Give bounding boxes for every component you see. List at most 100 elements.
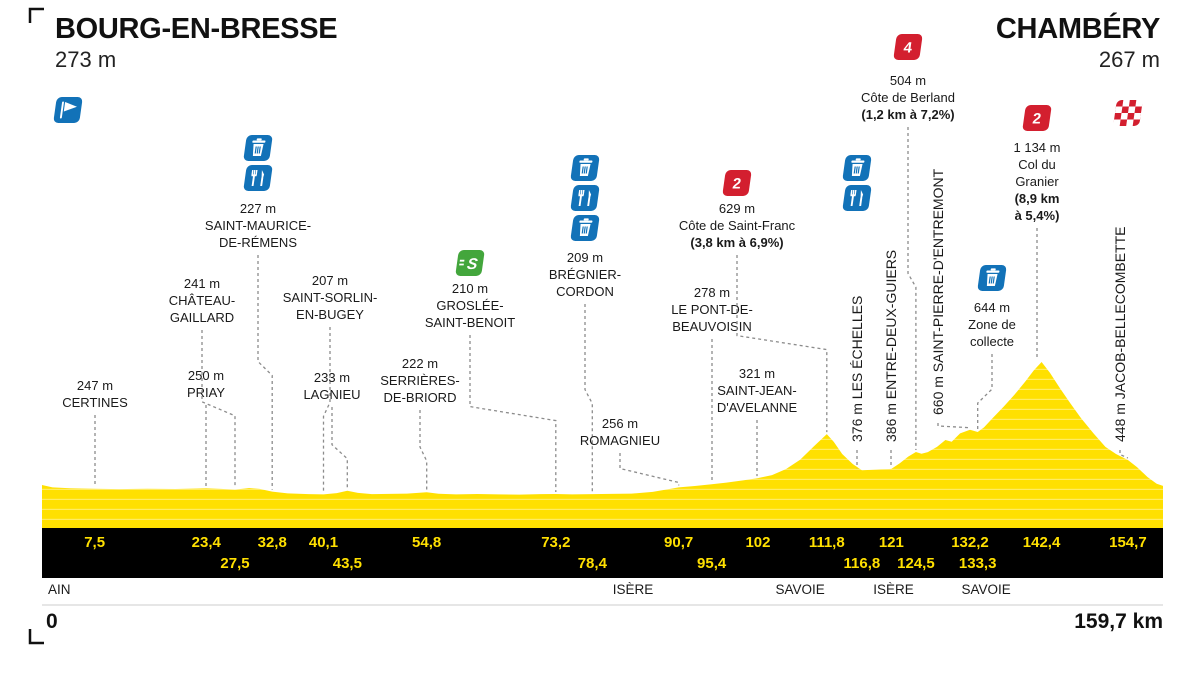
km-label: 142,4 <box>1023 534 1061 551</box>
leader-line <box>257 255 273 490</box>
km-label: 116,8 <box>844 555 881 572</box>
km-label: 54,8 <box>412 534 441 551</box>
waypoint-label: 233 m <box>314 370 350 385</box>
waypoint-vertical-label: 448 m JACOB-BELLECOMBETTE <box>1112 226 1128 442</box>
sprint-letter: S <box>466 256 479 273</box>
waypoint-vertical-label: 386 m ENTRE-DEUX-GUIERS <box>883 250 899 442</box>
corner-mark-bottom-left <box>28 629 44 645</box>
waypoint-label: LAGNIEU <box>303 387 360 402</box>
waypoint-label: CHÂTEAU- <box>169 293 235 308</box>
department-label: ISÈRE <box>873 582 914 597</box>
waypoint-label: D'AVELANNE <box>717 400 798 415</box>
department-label: AIN <box>48 582 71 597</box>
waypoint-label: collecte <box>970 334 1014 349</box>
km-label: 90,7 <box>664 534 693 551</box>
start-city-block: BOURG-EN-BRESSE 273 m <box>55 13 338 73</box>
climb-category-number: 4 <box>902 40 913 57</box>
km-label: 133,3 <box>959 555 997 572</box>
trash-icon <box>842 155 872 181</box>
waypoint-label: 207 m <box>312 273 348 288</box>
leader-line <box>322 327 331 493</box>
leader-line <box>201 330 236 488</box>
km-label: 95,4 <box>697 555 727 572</box>
elevation-area <box>42 362 1163 528</box>
leader-line <box>619 453 680 486</box>
waypoint-label: BEAUVOISIN <box>672 319 751 334</box>
finish-city-name: CHAMBÉRY <box>995 13 1160 45</box>
leader-line <box>937 423 971 429</box>
route-total-distance: 159,7 km <box>1074 610 1163 633</box>
start-flag-icon <box>53 97 83 123</box>
climb-stats-label: (1,2 km à 7,2%) <box>861 107 954 122</box>
fork-knife-icon <box>842 185 872 211</box>
category-climb-icon: 4 <box>893 34 923 60</box>
waypoint-label: GROSLÉE- <box>436 298 503 313</box>
waypoint-label: 644 m <box>974 300 1010 315</box>
waypoint-label: 278 m <box>694 285 730 300</box>
km-label: 78,4 <box>578 555 608 572</box>
trash-icon <box>570 155 600 181</box>
km-label: 111,8 <box>809 534 845 551</box>
km-label: 73,2 <box>541 534 570 551</box>
km-label: 43,5 <box>333 555 362 572</box>
waypoint-vertical-label: 376 m LES ÉCHELLES <box>849 296 865 442</box>
climb-stats-label: à 5,4%) <box>1015 208 1060 223</box>
waypoint-label: 250 m <box>188 368 224 383</box>
waypoint-label: Côte de Berland <box>861 90 955 105</box>
leader-line <box>907 127 917 450</box>
trash-icon <box>243 135 273 161</box>
department-label: SAVOIE <box>775 582 824 597</box>
trash-icon <box>570 215 600 241</box>
waypoint-label: SAINT-JEAN- <box>717 383 796 398</box>
leader-line <box>331 407 348 489</box>
start-city-name: BOURG-EN-BRESSE <box>55 13 338 45</box>
waypoint-label: SAINT-MAURICE- <box>205 218 311 233</box>
waypoint-label: Zone de <box>968 317 1016 332</box>
leader-line <box>469 335 557 492</box>
waypoint-label: 256 m <box>602 416 638 431</box>
leader-line <box>419 410 428 491</box>
waypoint-label: ROMAGNIEU <box>580 433 660 448</box>
category-climb-icon: 2 <box>722 170 752 196</box>
waypoint-label: 629 m <box>719 201 755 216</box>
waypoint-label: CORDON <box>556 284 614 299</box>
waypoint-label: 210 m <box>452 281 488 296</box>
leader-line <box>1119 450 1129 459</box>
category-climb-icon: 2 <box>1022 105 1052 131</box>
waypoint-label: 504 m <box>890 73 926 88</box>
leader-line <box>977 354 993 430</box>
km-label: 102 <box>745 534 770 551</box>
waypoint-label: GAILLARD <box>170 310 234 325</box>
waypoint-label: 1 134 m <box>1014 140 1061 155</box>
km-label: 124,5 <box>897 555 935 572</box>
waypoint-vertical-label: 660 m SAINT-PIERRE-D'ENTREMONT <box>930 168 946 415</box>
km-label: 40,1 <box>309 534 338 551</box>
waypoint-label: PRIAY <box>187 385 225 400</box>
waypoint-label: DE-BRIORD <box>384 390 457 405</box>
km-label: 132,2 <box>951 534 989 551</box>
leader-line <box>584 304 593 493</box>
finish-flag-icon <box>1113 100 1143 126</box>
sprint-flag-icon: S <box>455 250 485 276</box>
finish-city-block: CHAMBÉRY 267 m <box>996 14 1160 73</box>
km-label: 7,5 <box>84 534 105 551</box>
waypoint-label: DE-RÉMENS <box>219 235 297 250</box>
waypoint-label: SERRIÈRES- <box>380 373 459 388</box>
waypoint-label: 247 m <box>77 378 113 393</box>
waypoint-label: 222 m <box>402 356 438 371</box>
waypoint-label: 209 m <box>567 250 603 265</box>
waypoint-label: LE PONT-DE- <box>671 302 753 317</box>
climb-category-number: 2 <box>1031 111 1042 128</box>
waypoint-label: BRÉGNIER- <box>549 267 621 282</box>
waypoint-label: 321 m <box>739 366 775 381</box>
waypoint-label: Granier <box>1015 174 1059 189</box>
start-city-elevation: 273 m <box>55 47 117 73</box>
fork-knife-icon <box>570 185 600 211</box>
waypoint-label: Côte de Saint-Franc <box>679 218 796 233</box>
waypoint-label: 241 m <box>184 276 220 291</box>
waypoint-label: 227 m <box>240 201 276 216</box>
waypoint-label: EN-BUGEY <box>296 307 364 322</box>
climb-stats-label: (3,8 km à 6,9%) <box>690 235 783 250</box>
waypoint-label: Col du <box>1018 157 1056 172</box>
